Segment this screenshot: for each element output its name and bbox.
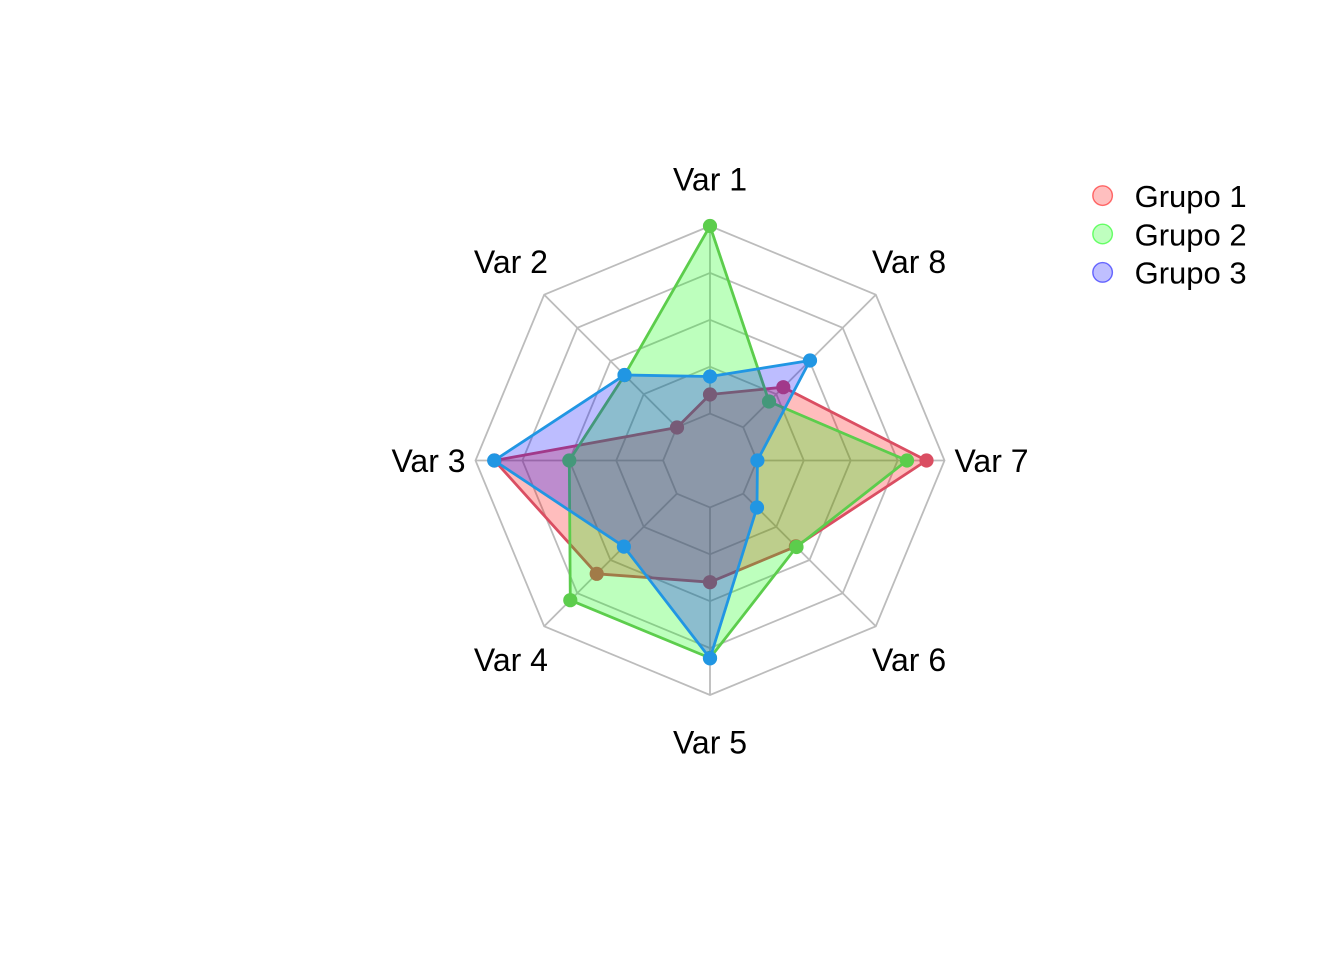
svg-text:Var 6: Var 6 [872,642,946,678]
svg-text:Grupo 3: Grupo 3 [1135,256,1247,291]
svg-text:Var 5: Var 5 [673,725,747,761]
svg-text:Grupo 2: Grupo 2 [1135,217,1247,252]
svg-text:Var 7: Var 7 [954,443,1028,479]
svg-text:Var 3: Var 3 [391,443,465,479]
svg-text:Var 1: Var 1 [673,162,747,198]
svg-text:Grupo 1: Grupo 1 [1135,179,1247,214]
svg-text:Var 2: Var 2 [474,244,548,280]
svg-text:Var 4: Var 4 [474,642,548,678]
svg-text:Var 8: Var 8 [872,244,946,280]
